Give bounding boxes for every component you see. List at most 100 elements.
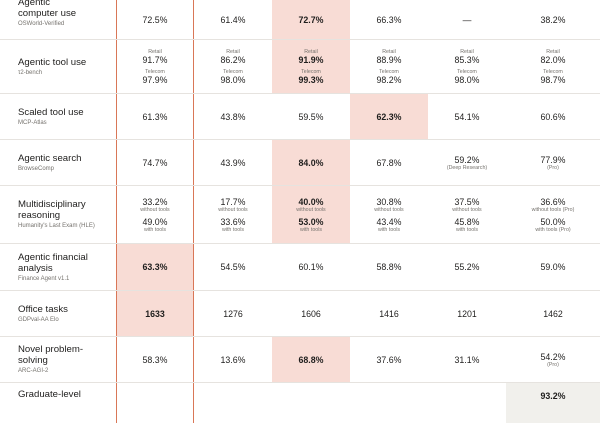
cell-value: 30.8% xyxy=(376,196,402,207)
cell-value: 1633 xyxy=(145,308,165,319)
cell-sublabel: with tools xyxy=(143,226,167,233)
cell-value: 58.3% xyxy=(142,354,168,365)
cell-sublabel: Telecom xyxy=(543,68,563,75)
cell-value: 1462 xyxy=(543,308,563,319)
table-cell: 62.3% xyxy=(350,94,428,139)
cell-sublabel: Telecom xyxy=(223,68,243,75)
table-cell: 1201 xyxy=(428,291,506,336)
table-cell: 36.6% without tools (Pro) 50.0% with too… xyxy=(506,186,600,243)
cell-sublabel: Retail xyxy=(382,48,396,55)
cell-value: 59.5% xyxy=(298,111,324,122)
table-cell: 1606 xyxy=(272,291,350,336)
cell-value: 59.0% xyxy=(540,262,566,272)
table-cell: 37.6% xyxy=(350,337,428,382)
table-cell: 1416 xyxy=(350,291,428,336)
benchmark-name: Agentic search xyxy=(18,152,82,164)
table-cell: 68.8% xyxy=(272,337,350,382)
table-cell: 84.0% xyxy=(272,140,350,185)
table-cell: 40.0% without tools 53.0% with tools xyxy=(272,186,350,243)
cell-value: 55.2% xyxy=(454,262,480,272)
cell-value: 68.8% xyxy=(298,354,324,365)
table-cell: Retail 82.0% Telecom 98.7% xyxy=(506,40,600,93)
cell-value: 62.3% xyxy=(376,111,402,122)
cell-value: 54.2% xyxy=(540,351,566,362)
table-cell: 60.1% xyxy=(272,244,350,290)
cell-sublabel: Retail xyxy=(226,48,240,55)
cell-sublabel: without tools xyxy=(452,206,482,213)
table-row: Agentic computer use OSWorld-Verified 72… xyxy=(0,0,600,40)
table-cell: Retail 86.2% Telecom 98.0% xyxy=(194,40,272,93)
table-cell xyxy=(116,383,194,423)
cell-sublabel: Telecom xyxy=(457,68,477,75)
cell-value: 43.4% xyxy=(376,216,402,227)
cell-sublabel: without tools xyxy=(140,206,170,213)
table-cell: 72.5% xyxy=(116,0,194,39)
cell-value: 1201 xyxy=(457,308,477,319)
table-cell: 43.8% xyxy=(194,94,272,139)
cell-sublabel: without tools xyxy=(218,206,248,213)
table-row: Novel problem- solving ARC-AGI-2 58.3% 1… xyxy=(0,337,600,383)
table-cell xyxy=(428,383,506,423)
cell-value: 1606 xyxy=(301,308,321,319)
benchmark-source: MCP-Atlas xyxy=(18,119,47,126)
table-cell: 43.9% xyxy=(194,140,272,185)
benchmark-name: Agentic tool use xyxy=(18,56,87,68)
cell-sublabel: with tools xyxy=(299,226,323,233)
benchmark-source: ARC-AGI-2 xyxy=(18,368,49,374)
table-cell: 77.9% (Pro) xyxy=(506,140,600,185)
benchmark-name: Graduate-level xyxy=(18,389,81,400)
cell-value: 60.1% xyxy=(298,262,324,272)
table-cell: 59.5% xyxy=(272,94,350,139)
table-cell: 13.6% xyxy=(194,337,272,382)
cell-value: 37.6% xyxy=(376,354,402,365)
table-row: Agentic tool use τ2-bench Retail 91.7% T… xyxy=(0,40,600,94)
cell-value: — xyxy=(462,14,472,25)
table-cell: 72.7% xyxy=(272,0,350,39)
table-cell: Retail 91.9% Telecom 99.3% xyxy=(272,40,350,93)
cell-value: 53.0% xyxy=(298,216,324,227)
table-cell: — xyxy=(428,0,506,39)
cell-note: (Pro) xyxy=(547,361,559,368)
table-cell: 55.2% xyxy=(428,244,506,290)
table-cell: 67.8% xyxy=(350,140,428,185)
cell-value: 49.0% xyxy=(142,216,168,227)
cell-value: 84.0% xyxy=(298,157,324,168)
row-label: Agentic tool use τ2-bench xyxy=(0,40,116,93)
benchmark-source: BrowseComp xyxy=(18,165,55,172)
cell-sublabel: with tools xyxy=(221,226,245,233)
cell-value: 88.9% xyxy=(376,54,402,65)
row-label: Novel problem- solving ARC-AGI-2 xyxy=(0,337,116,382)
cell-value: 59.2% xyxy=(454,154,480,165)
cell-value: 98.0% xyxy=(454,74,480,85)
cell-value: 74.7% xyxy=(142,157,168,168)
row-label: Agentic search BrowseComp xyxy=(0,140,116,185)
cell-value: 98.2% xyxy=(376,74,402,85)
cell-value: 37.5% xyxy=(454,196,480,207)
table-cell: 58.3% xyxy=(116,337,194,382)
cell-value: 36.6% xyxy=(540,196,566,207)
benchmark-name: Office tasks xyxy=(18,303,68,315)
row-label: Graduate-level xyxy=(0,383,116,423)
cell-value: 72.5% xyxy=(142,14,168,25)
table-cell: 33.2% without tools 49.0% with tools xyxy=(116,186,194,243)
cell-sublabel: without tools (Pro) xyxy=(531,206,575,213)
cell-value: 40.0% xyxy=(298,196,324,207)
table-cell: 37.5% without tools 45.8% with tools xyxy=(428,186,506,243)
table-row: Multidisciplinary reasoning Humanity's L… xyxy=(0,186,600,244)
table-cell xyxy=(194,383,272,423)
cell-sublabel: with tools xyxy=(455,226,479,233)
cell-value: 50.0% xyxy=(540,216,566,227)
table-cell: 17.7% without tools 33.6% with tools xyxy=(194,186,272,243)
table-cell: 66.3% xyxy=(350,0,428,39)
cell-sublabel: with tools xyxy=(377,226,401,233)
table-cell: 1276 xyxy=(194,291,272,336)
cell-value: 33.6% xyxy=(220,216,246,227)
cell-value: 98.7% xyxy=(540,74,566,85)
table-cell: 54.1% xyxy=(428,94,506,139)
cell-value: 86.2% xyxy=(220,54,246,65)
cell-value: 97.9% xyxy=(142,74,168,85)
cell-value: 98.0% xyxy=(220,74,246,85)
cell-value: 13.6% xyxy=(220,354,246,365)
cell-value: 61.4% xyxy=(220,14,246,25)
cell-value: 33.2% xyxy=(142,196,168,207)
